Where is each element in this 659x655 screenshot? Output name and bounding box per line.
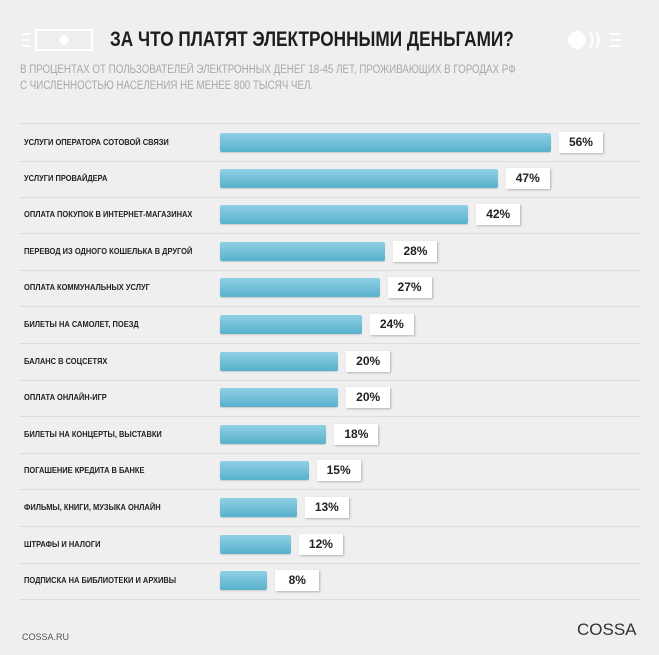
bar xyxy=(220,351,339,371)
bar xyxy=(220,278,380,298)
value-label: 27% xyxy=(387,277,432,299)
chart-row: ПОДПИСКА НА БИБЛИОТЕКИ И АРХИВЫ 8% xyxy=(20,562,640,601)
value-label: 47% xyxy=(505,167,550,189)
chart-row: УСЛУГИ ОПЕРАТОРА СОТОВОЙ СВЯЗИ 56% xyxy=(20,123,640,162)
category-label: УСЛУГИ ПРОВАЙДЕРА xyxy=(24,172,108,183)
chart-row: БИЛЕТЫ НА КОНЦЕРТЫ, ВЫСТАВКИ 18% xyxy=(20,416,640,454)
value-label: 15% xyxy=(316,460,361,482)
chart-row: ПЕРЕВОД ИЗ ОДНОГО КОШЕЛЬКА В ДРУГОЙ 28% xyxy=(20,233,640,271)
category-label: УСЛУГИ ОПЕРАТОРА СОТОВОЙ СВЯЗИ xyxy=(24,137,169,147)
bar xyxy=(220,461,309,481)
coin-signal-icon xyxy=(568,31,620,49)
bar xyxy=(220,388,339,408)
chart-row: ОПЛАТА ОНЛАЙН-ИГР 20% xyxy=(20,379,640,418)
value-label: 8% xyxy=(275,570,320,592)
chart-row: ПОГАШЕНИЕ КРЕДИТА В БАНКЕ 15% xyxy=(20,452,640,491)
category-label: ШТРАФЫ И НАЛОГИ xyxy=(24,538,101,549)
chart-row: ОПЛАТА КОММУНАЛЬНЫХ УСЛУГ 27% xyxy=(20,269,640,308)
bar xyxy=(220,315,362,334)
category-label: ПЕРЕВОД ИЗ ОДНОГО КОШЕЛЬКА В ДРУГОЙ xyxy=(24,245,193,256)
banknote-icon xyxy=(22,29,93,51)
bar xyxy=(220,424,327,444)
category-label: ПОДПИСКА НА БИБЛИОТЕКИ И АРХИВЫ xyxy=(24,575,177,586)
source-text: COSSA.RU xyxy=(22,632,70,642)
page-title: ЗА ЧТО ПЛАТЯТ ЭЛЕКТРОННЫМИ ДЕНЬГАМИ? xyxy=(110,28,514,51)
category-label: БАЛАНС В СОЦСЕТЯХ xyxy=(24,355,108,366)
bar xyxy=(220,498,297,517)
value-label: 12% xyxy=(298,533,343,555)
bar xyxy=(220,168,498,188)
category-label: ПОГАШЕНИЕ КРЕДИТА В БАНКЕ xyxy=(24,465,145,476)
chart-row: ФИЛЬМЫ, КНИГИ, МУЗЫКА ОНЛАЙН 13% xyxy=(20,489,640,527)
category-label: ФИЛЬМЫ, КНИГИ, МУЗЫКА ОНЛАЙН xyxy=(24,502,161,512)
category-label: ОПЛАТА КОММУНАЛЬНЫХ УСЛУГ xyxy=(24,282,150,293)
category-label: БИЛЕТЫ НА САМОЛЕТ, ПОЕЗД xyxy=(24,319,139,329)
category-label: ОПЛАТА ПОКУПОК В ИНТЕРНЕТ-МАГАЗИНАХ xyxy=(24,209,193,220)
value-label: 13% xyxy=(304,497,349,518)
value-label: 20% xyxy=(346,387,391,409)
subtitle-line: С ЧИСЛЕННОСТЬЮ НАСЕЛЕНИЯ НЕ МЕНЕЕ 800 ТЫ… xyxy=(20,80,314,92)
chart-row: ШТРАФЫ И НАЛОГИ 12% xyxy=(20,526,640,564)
value-label: 56% xyxy=(558,132,603,153)
chart-row: ОПЛАТА ПОКУПОК В ИНТЕРНЕТ-МАГАЗИНАХ 42% xyxy=(20,196,640,235)
bar xyxy=(220,534,291,554)
value-label: 28% xyxy=(393,240,438,262)
category-label: ОПЛАТА ОНЛАЙН-ИГР xyxy=(24,392,107,403)
cossa-logo: COSSA xyxy=(577,620,637,639)
bar xyxy=(220,571,268,591)
value-label: 24% xyxy=(369,314,414,335)
value-label: 42% xyxy=(476,204,521,226)
category-label: БИЛЕТЫ НА КОНЦЕРТЫ, ВЫСТАВКИ xyxy=(24,428,162,439)
value-label: 20% xyxy=(346,350,391,372)
bar xyxy=(220,133,551,152)
subtitle-line: В ПРОЦЕНТАХ ОТ ПОЛЬЗОВАТЕЛЕЙ ЭЛЕКТРОННЫХ… xyxy=(20,64,516,76)
chart-row: БАЛАНС В СОЦСЕТЯХ 20% xyxy=(20,343,640,381)
bar-chart: УСЛУГИ ОПЕРАТОРА СОТОВОЙ СВЯЗИ 56% УСЛУГИ … xyxy=(0,120,659,610)
bar xyxy=(220,205,469,225)
value-label: 18% xyxy=(334,423,379,445)
chart-row: УСЛУГИ ПРОВАЙДЕРА 47% xyxy=(20,160,640,198)
subtitle: В ПРОЦЕНТАХ ОТ ПОЛЬЗОВАТЕЛЕЙ ЭЛЕКТРОННЫХ… xyxy=(20,62,516,94)
bar xyxy=(220,241,386,261)
chart-row: БИЛЕТЫ НА САМОЛЕТ, ПОЕЗД 24% xyxy=(20,306,640,344)
